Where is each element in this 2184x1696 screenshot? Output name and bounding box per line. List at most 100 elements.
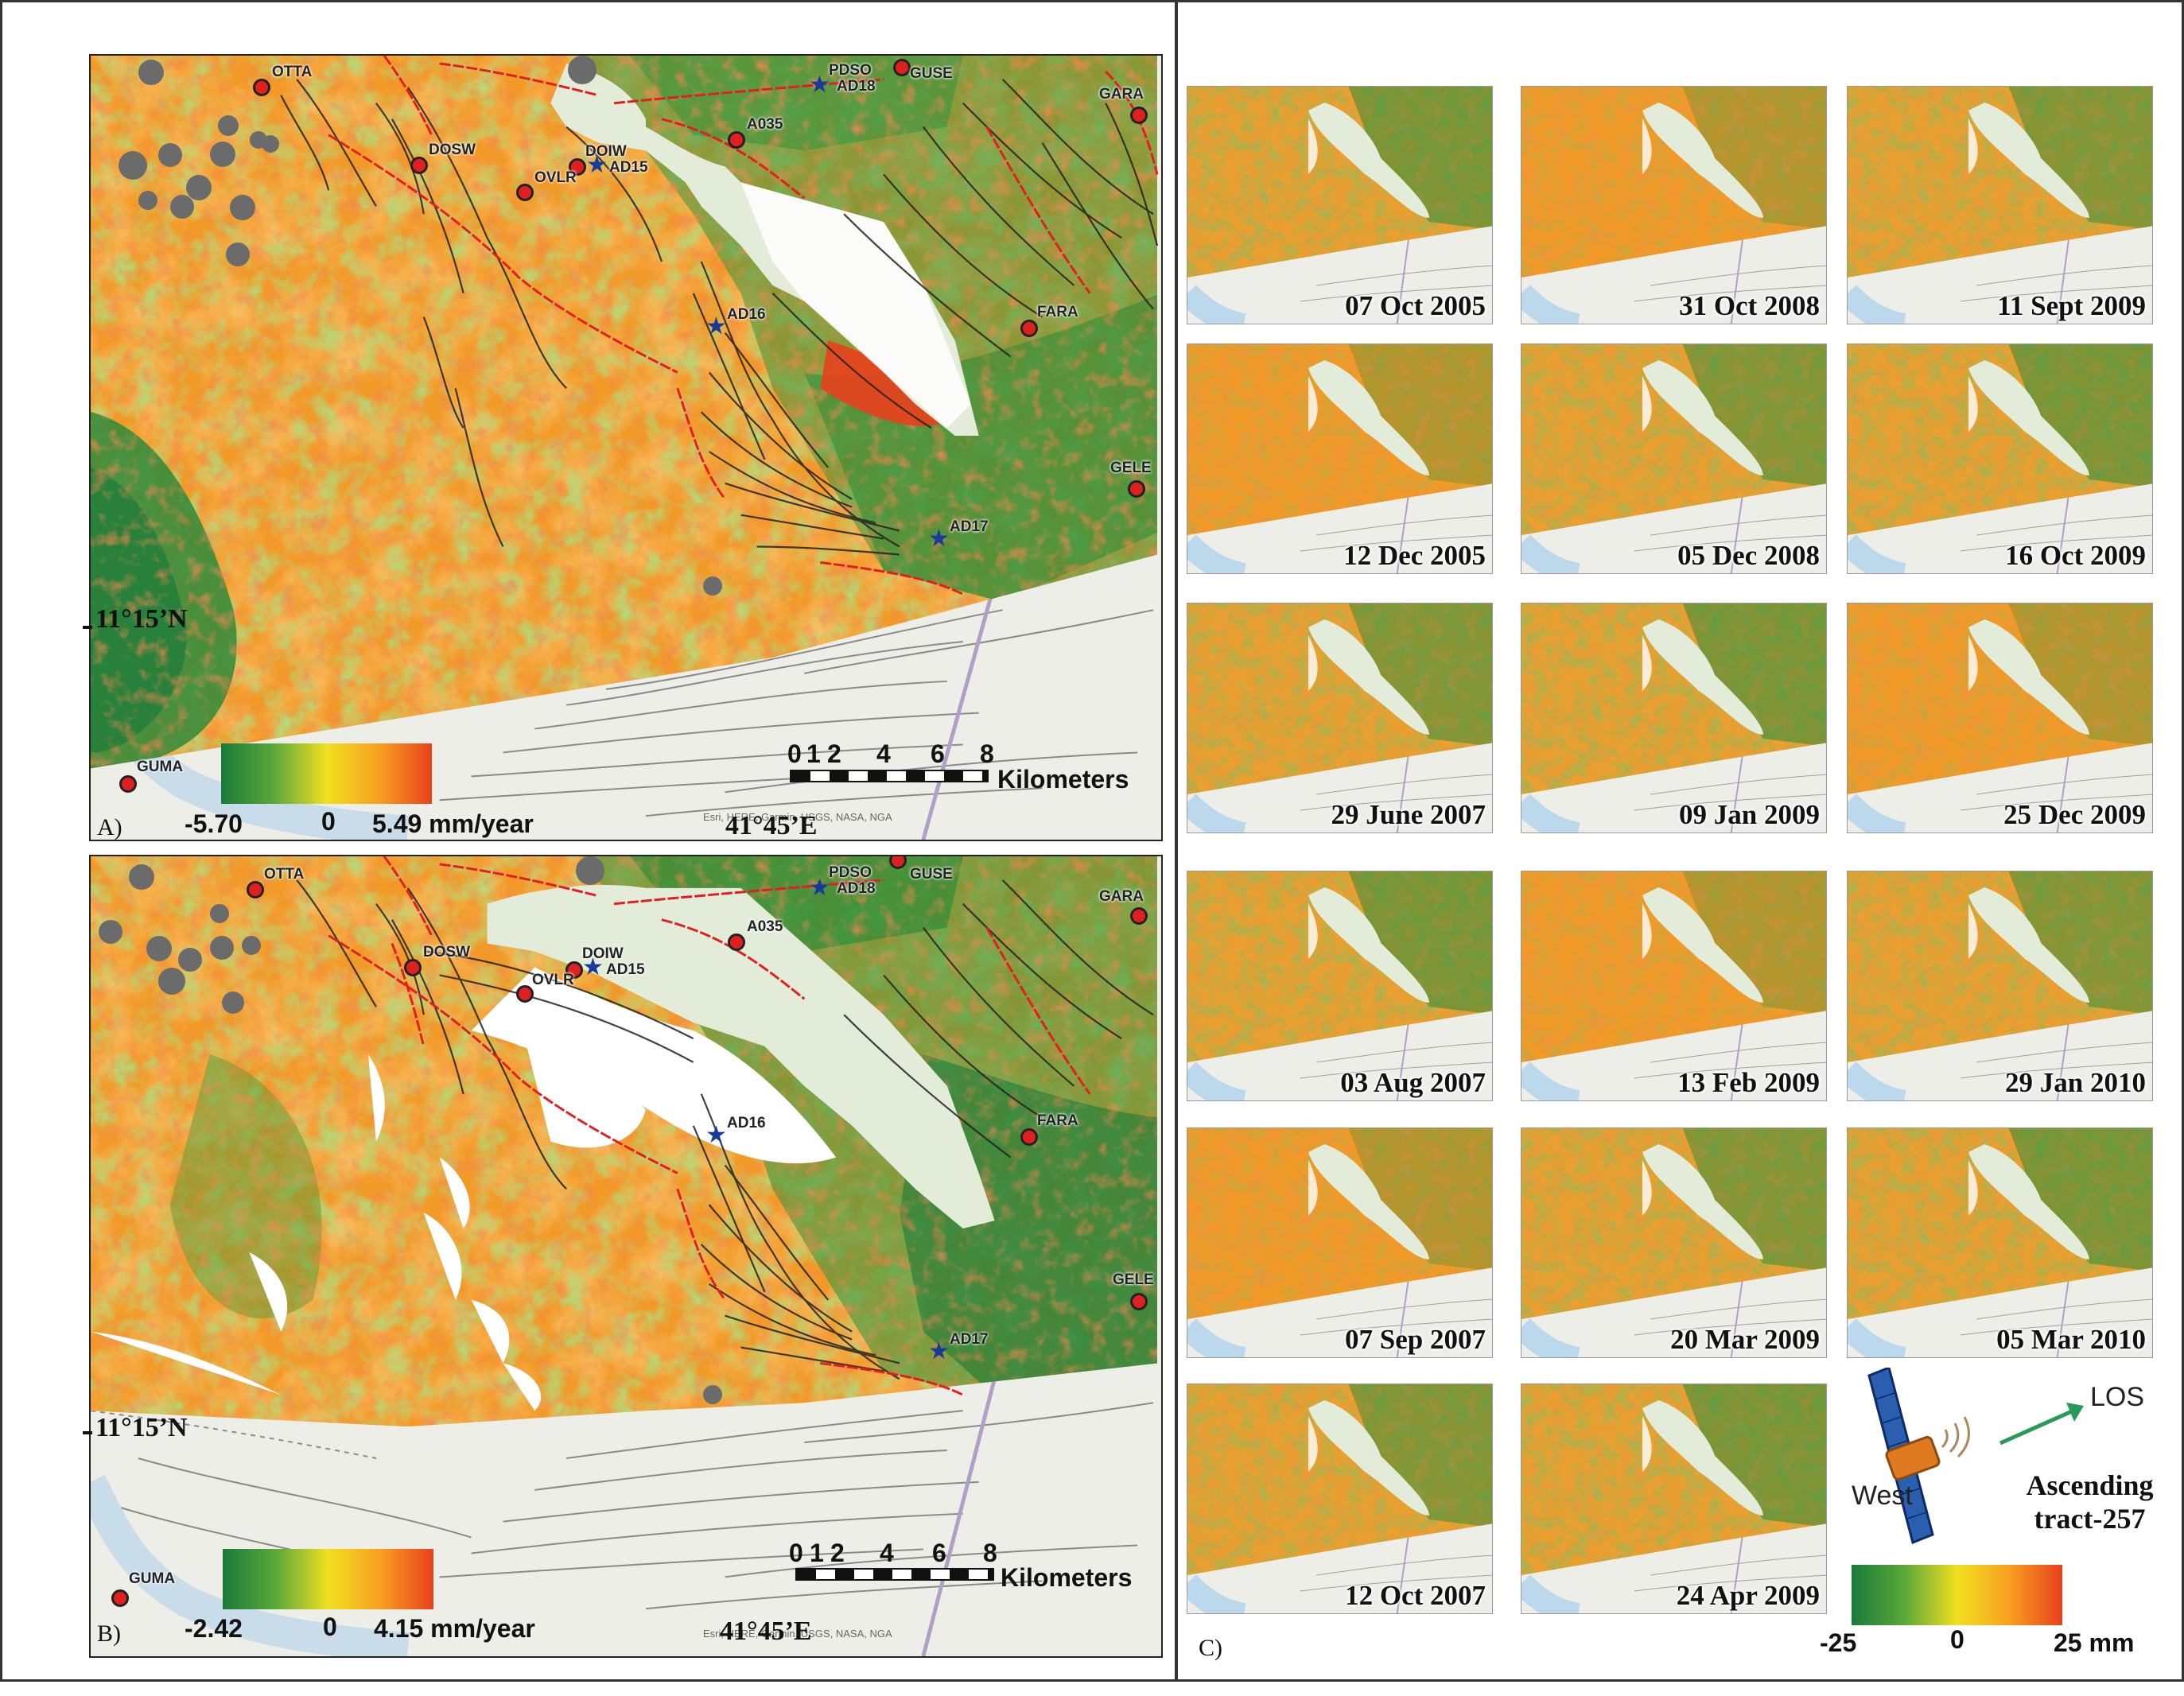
station-marker	[728, 131, 745, 149]
thumbnail-date-label: 24 Apr 2009	[1676, 1580, 1820, 1611]
interferogram-thumbnail: 07 Oct 2005	[1187, 86, 1493, 324]
map-credit: Esri, HERE, Garmin, USGS, NASA, NGA	[703, 811, 892, 823]
gnss-star-icon: ★	[582, 953, 604, 981]
panel-a-colorbar-zero: 0	[321, 807, 336, 836]
station-label: DOSW	[423, 944, 471, 961]
panel-a-longitude-label: 41°45’E	[725, 811, 818, 840]
panel-b-scale-unit: Kilometers	[1001, 1563, 1133, 1592]
panel-b-colorbar-max: 4.15 mm/year	[374, 1614, 535, 1643]
station-label: GUSE	[910, 65, 953, 82]
gnss-star-icon: ★	[705, 312, 727, 340]
los-arrow-icon	[1999, 1403, 2084, 1446]
station-marker	[516, 184, 534, 201]
interferogram-thumbnail: 07 Sep 2007	[1187, 1127, 1493, 1358]
thumbnail-date-label: 07 Oct 2005	[1345, 290, 1486, 321]
panel-a-scale-tick: 6	[931, 739, 945, 768]
panel-b-colorbar-min: -2.42	[185, 1614, 243, 1643]
thumbnail-raster	[1521, 1128, 1826, 1357]
panel-a-colorbar-max: 5.49 mm/year	[372, 809, 534, 838]
station-marker	[565, 961, 583, 979]
interferogram-thumbnail: 11 Sept 2009	[1847, 86, 2153, 324]
thumbnail-raster	[1187, 1128, 1492, 1357]
panel-b-map: OTTA ★ PDSO GUSE AD18 GARA DOSW DOIW ★ A…	[89, 855, 1163, 1658]
earthquake-marker	[210, 142, 235, 167]
station-marker	[1130, 907, 1148, 925]
thumbnail-raster	[1187, 344, 1492, 573]
interferogram-thumbnail: 20 Mar 2009	[1521, 1127, 1827, 1358]
track-label-line1: Ascending	[2026, 1469, 2154, 1501]
station-marker	[1128, 480, 1145, 498]
station-label: PDSO	[829, 864, 872, 881]
thumbnail-raster	[1521, 87, 1826, 324]
earthquake-marker	[230, 195, 255, 220]
thumbnail-raster	[1187, 1384, 1492, 1613]
station-marker	[247, 881, 264, 898]
panel-b-scale-tick: 1	[810, 1539, 824, 1567]
interferogram-thumbnail: 24 Apr 2009	[1521, 1384, 1827, 1614]
thumbnail-date-label: 03 Aug 2007	[1340, 1067, 1486, 1098]
thumbnail-date-label: 11 Sept 2009	[1997, 290, 2146, 321]
station-label: AD15	[606, 961, 645, 978]
thumbnail-raster	[1848, 603, 2152, 832]
interferogram-thumbnail: 29 Jan 2010	[1847, 871, 2153, 1101]
interferogram-thumbnail: 13 Feb 2009	[1521, 871, 1827, 1101]
station-marker	[728, 933, 745, 951]
track-label-line2: tract-257	[2034, 1503, 2146, 1535]
earthquake-marker	[146, 936, 172, 961]
interferogram-thumbnail: 12 Oct 2007	[1187, 1384, 1493, 1614]
station-marker	[111, 1589, 129, 1607]
panel-a-colorbar-min: -5.70	[185, 809, 243, 838]
thumbnail-raster	[1187, 603, 1492, 832]
station-label: DOSW	[429, 142, 476, 158]
earthquake-marker	[158, 968, 185, 995]
interferogram-thumbnail: 25 Dec 2009	[1847, 603, 2153, 833]
thumbnail-date-label: 16 Oct 2009	[2005, 540, 2146, 571]
thumbnail-date-label: 20 Mar 2009	[1670, 1324, 1820, 1355]
panel-a-scale-unit: Kilometers	[997, 765, 1129, 794]
interferogram-thumbnail: 09 Jan 2009	[1521, 603, 1827, 833]
station-marker	[893, 59, 911, 76]
station-marker	[1130, 1293, 1148, 1310]
interferogram-thumbnail: 05 Mar 2010	[1847, 1127, 2153, 1358]
panel-b-lat-tick	[83, 1431, 92, 1434]
panel-b-scale-tick: 6	[932, 1539, 946, 1567]
earthquake-marker	[568, 56, 597, 84]
station-label: OTTA	[264, 866, 305, 883]
station-label: OTTA	[272, 64, 313, 80]
earthquake-marker	[703, 576, 722, 596]
thumbnail-date-label: 13 Feb 2009	[1677, 1067, 1820, 1098]
station-label: FARA	[1037, 304, 1078, 320]
interferogram-thumbnail: 31 Oct 2008	[1521, 86, 1827, 324]
gnss-star-icon: ★	[928, 1337, 950, 1365]
thumbnail-date-label: 05 Mar 2010	[1996, 1324, 2146, 1355]
station-marker	[1130, 107, 1148, 124]
station-label: GUSE	[910, 866, 953, 883]
earthquake-marker	[138, 60, 164, 85]
thumbnail-raster	[1187, 871, 1492, 1100]
earthquake-marker	[218, 115, 239, 136]
station-label: AD17	[950, 518, 989, 535]
panel-b-deformation-raster	[91, 856, 1161, 1656]
panel-a-scale-tick: 4	[876, 739, 891, 768]
thumbnail-raster	[1187, 87, 1492, 324]
panel-b-colorbar-zero: 0	[323, 1613, 337, 1641]
thumbnail-raster	[1848, 871, 2152, 1100]
panel-c-colorbar-min: -25	[1820, 1628, 1857, 1657]
earthquake-marker	[119, 151, 147, 180]
earthquake-marker	[170, 195, 194, 219]
interferogram-thumbnail: 05 Dec 2008	[1521, 343, 1827, 574]
station-label: A035	[747, 116, 783, 133]
station-label: AD16	[727, 306, 766, 323]
thumbnail-date-label: 09 Jan 2009	[1679, 799, 1820, 830]
interferogram-thumbnail: 12 Dec 2005	[1187, 343, 1493, 574]
station-marker	[410, 157, 428, 174]
interferogram-thumbnail: 29 June 2007	[1187, 603, 1493, 833]
thumbnail-date-label: 07 Sep 2007	[1345, 1324, 1486, 1355]
gnss-star-icon: ★	[809, 874, 830, 902]
thumbnail-date-label: 29 Jan 2010	[2005, 1067, 2146, 1098]
station-label: FARA	[1037, 1112, 1078, 1129]
station-label: GUMA	[129, 1570, 176, 1587]
station-marker	[1020, 320, 1038, 337]
panel-a-scale-tick: 0	[787, 739, 802, 768]
thumbnail-raster	[1521, 603, 1826, 832]
